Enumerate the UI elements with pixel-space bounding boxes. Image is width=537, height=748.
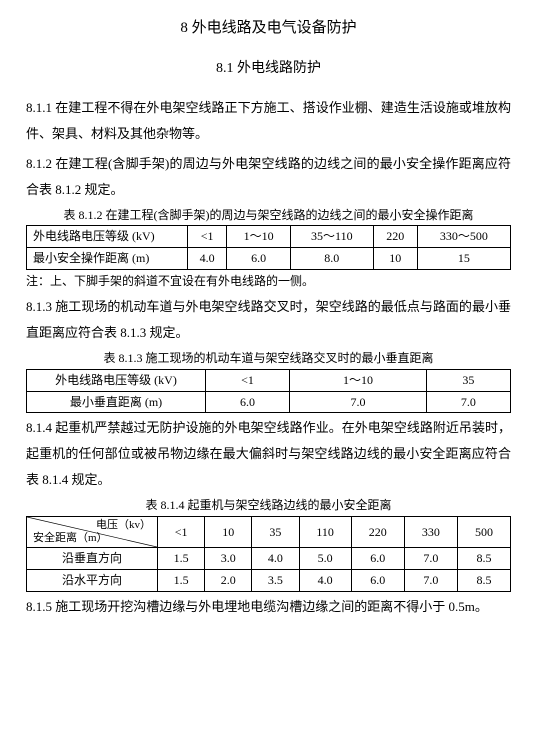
table-814-caption: 表 8.1.4 起重机与架空线路边线的最小安全距离 bbox=[26, 497, 511, 514]
paragraph-8-1-1: 8.1.1 在建工程不得在外电架空线路正下方施工、搭设作业棚、建造生活设施或堆放… bbox=[26, 95, 511, 147]
cell: 8.5 bbox=[457, 569, 510, 591]
table-row: 外电线路电压等级 (kV) <1 1～10 35 bbox=[27, 369, 511, 391]
cell: 8.5 bbox=[457, 548, 510, 570]
diagonal-header-cell: 电压（kv） 安全距离（m） bbox=[27, 517, 158, 548]
cell: 7.0 bbox=[404, 569, 457, 591]
table-row: 电压（kv） 安全距离（m） <1 10 35 110 220 330 500 bbox=[27, 517, 511, 548]
col-header: 110 bbox=[299, 517, 351, 548]
cell: 4.0 bbox=[252, 548, 299, 570]
col-header: 35 bbox=[252, 517, 299, 548]
cell: 10 bbox=[373, 248, 417, 270]
cell: 1～10 bbox=[227, 226, 291, 248]
row-label: 外电线路电压等级 (kV) bbox=[27, 226, 188, 248]
col-header: 500 bbox=[457, 517, 510, 548]
table-813-caption: 表 8.1.3 施工现场的机动车道与架空线路交叉时的最小垂直距离 bbox=[26, 350, 511, 367]
table-813: 外电线路电压等级 (kV) <1 1～10 35 最小垂直距离 (m) 6.0 … bbox=[26, 369, 511, 414]
paragraph-8-1-2: 8.1.2 在建工程(含脚手架)的周边与外电架空线路的边线之间的最小安全操作距离… bbox=[26, 151, 511, 203]
cell: 1.5 bbox=[158, 548, 205, 570]
table-row: 沿垂直方向 1.5 3.0 4.0 5.0 6.0 7.0 8.5 bbox=[27, 548, 511, 570]
paragraph-8-1-3: 8.1.3 施工现场的机动车道与外电架空线路交叉时，架空线路的最低点与路面的最小… bbox=[26, 294, 511, 346]
cell: 7.0 bbox=[290, 391, 427, 413]
paragraph-8-1-4: 8.1.4 起重机严禁越过无防护设施的外电架空线路作业。在外电架空线路附近吊装时… bbox=[26, 415, 511, 493]
cell: 5.0 bbox=[299, 548, 351, 570]
diag-bottom-label: 安全距离（m） bbox=[33, 531, 108, 546]
row-label: 最小安全操作距离 (m) bbox=[27, 248, 188, 270]
table-row: 最小安全操作距离 (m) 4.0 6.0 8.0 10 15 bbox=[27, 248, 511, 270]
cell: 1.5 bbox=[158, 569, 205, 591]
col-header: <1 bbox=[158, 517, 205, 548]
cell: <1 bbox=[188, 226, 227, 248]
table-814: 电压（kv） 安全距离（m） <1 10 35 110 220 330 500 … bbox=[26, 516, 511, 592]
cell: 1～10 bbox=[290, 369, 427, 391]
cell: 4.0 bbox=[299, 569, 351, 591]
row-label: 最小垂直距离 (m) bbox=[27, 391, 206, 413]
cell: 7.0 bbox=[404, 548, 457, 570]
cell: 3.0 bbox=[205, 548, 252, 570]
cell: 15 bbox=[417, 248, 510, 270]
cell: 3.5 bbox=[252, 569, 299, 591]
cell: 220 bbox=[373, 226, 417, 248]
paragraph-8-1-5: 8.1.5 施工现场开挖沟槽边缘与外电埋地电缆沟槽边缘之间的距离不得小于 0.5… bbox=[26, 594, 511, 620]
row-label: 沿水平方向 bbox=[27, 569, 158, 591]
table-row: 最小垂直距离 (m) 6.0 7.0 7.0 bbox=[27, 391, 511, 413]
table-812-caption: 表 8.1.2 在建工程(含脚手架)的周边与架空线路的边线之间的最小安全操作距离 bbox=[26, 207, 511, 224]
cell: <1 bbox=[206, 369, 290, 391]
section-title: 8.1 外电线路防护 bbox=[26, 59, 511, 79]
cell: 2.0 bbox=[205, 569, 252, 591]
table-812-note: 注：上、下脚手架的斜道不宜设在有外电线路的一侧。 bbox=[26, 272, 511, 290]
cell: 6.0 bbox=[227, 248, 291, 270]
cell: 35～110 bbox=[290, 226, 373, 248]
row-label: 沿垂直方向 bbox=[27, 548, 158, 570]
chapter-title: 8 外电线路及电气设备防护 bbox=[26, 18, 511, 39]
cell: 330～500 bbox=[417, 226, 510, 248]
cell: 7.0 bbox=[426, 391, 510, 413]
table-row: 沿水平方向 1.5 2.0 3.5 4.0 6.0 7.0 8.5 bbox=[27, 569, 511, 591]
cell: 6.0 bbox=[351, 548, 404, 570]
table-row: 外电线路电压等级 (kV) <1 1～10 35～110 220 330～500 bbox=[27, 226, 511, 248]
cell: 8.0 bbox=[290, 248, 373, 270]
col-header: 330 bbox=[404, 517, 457, 548]
row-label: 外电线路电压等级 (kV) bbox=[27, 369, 206, 391]
cell: 6.0 bbox=[206, 391, 290, 413]
table-812: 外电线路电压等级 (kV) <1 1～10 35～110 220 330～500… bbox=[26, 225, 511, 270]
cell: 35 bbox=[426, 369, 510, 391]
cell: 6.0 bbox=[351, 569, 404, 591]
col-header: 10 bbox=[205, 517, 252, 548]
cell: 4.0 bbox=[188, 248, 227, 270]
col-header: 220 bbox=[351, 517, 404, 548]
